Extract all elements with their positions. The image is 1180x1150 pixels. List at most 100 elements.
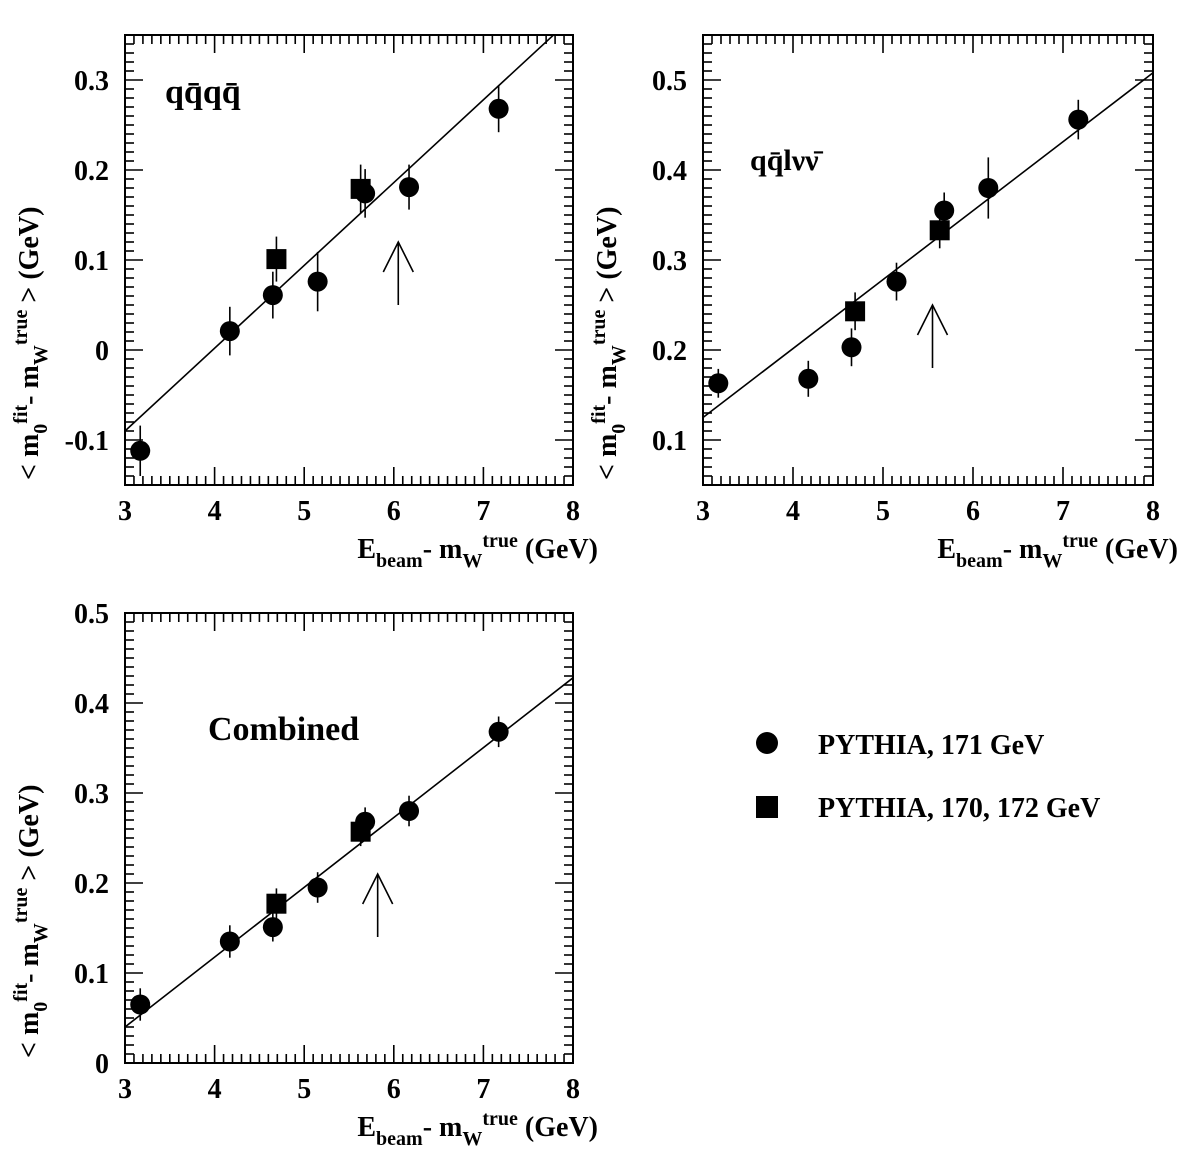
legend: PYTHIA, 171 GeV PYTHIA, 170, 172 GeV — [756, 730, 1100, 824]
y-tick-label: 0.3 — [652, 246, 687, 277]
panel-qqqq: 3 4 5 6 7 8-0.100.10.20.3 qq̄qq̄Ebeam- mWtrue … — [10, 34, 598, 572]
panel-label-char: q — [165, 74, 184, 111]
panel-label: Combined — [208, 711, 359, 748]
data-point-square — [929, 220, 950, 241]
x-axis-title-sub: W — [1042, 550, 1062, 572]
y-tick-label: 0 — [95, 1049, 109, 1080]
y-axis-title-sub: W — [608, 345, 630, 365]
data-point-circle — [934, 200, 955, 221]
arrow-head — [916, 303, 949, 336]
x-axis-title: Ebeam- mWtrue (GeV) — [357, 530, 598, 572]
x-axis-title-sup: true — [1062, 530, 1098, 552]
y-axis-title-part: - m — [14, 365, 45, 405]
x-axis-title: Ebeam- mWtrue (GeV) — [357, 1108, 598, 1150]
y-axis-title-part: < m — [14, 434, 45, 480]
x-axis-title-part: (GeV) — [518, 1112, 598, 1143]
y-axis-title-part: < m — [14, 1012, 45, 1058]
panel-label: qq̄lνν̄ — [750, 144, 824, 177]
x-tick-label: 3 — [118, 496, 132, 527]
y-tick-label: 0 — [95, 336, 109, 367]
x-tick-label: 4 — [208, 496, 222, 527]
data-point-circle — [488, 721, 509, 742]
x-tick-label: 6 — [387, 1074, 401, 1105]
data-point-circle — [798, 368, 819, 389]
data-point-circle — [708, 373, 729, 394]
y-tick-label: 0.4 — [652, 156, 687, 187]
data-point-circle — [978, 178, 999, 198]
y-axis-title-part: > (GeV) — [14, 207, 45, 310]
arrow-head — [361, 872, 394, 905]
x-tick-label: 4 — [786, 496, 800, 527]
panel-label-overchar2: q̄ — [222, 74, 241, 111]
y-tick-label: 0.1 — [74, 246, 109, 277]
x-tick-label: 3 — [696, 496, 710, 527]
y-axis-title-part: - m — [14, 943, 45, 983]
data-point-circle — [130, 440, 151, 461]
data-point-square — [845, 301, 866, 322]
y-axis-title: < m0fit- mWtrue > (GeV) — [10, 785, 52, 1058]
y-tick-label: 0.5 — [652, 66, 687, 97]
x-axis-title: Ebeam- mWtrue (GeV) — [937, 530, 1178, 572]
y-tick-label: 0.4 — [74, 689, 109, 720]
x-axis-title-sub: beam — [376, 1128, 423, 1150]
y-axis-title-sup: fit — [588, 405, 610, 424]
panel-label-overchar: q̄ — [184, 74, 203, 111]
data-point-circle — [488, 98, 509, 119]
data-point-circle — [886, 271, 907, 292]
y-tick-label: 0.2 — [74, 156, 109, 187]
data-point-circle — [307, 877, 328, 898]
y-axis-title: < m0fit- mWtrue > (GeV) — [588, 207, 630, 480]
panel-label: qq̄qq̄ — [165, 74, 241, 111]
x-tick-label: 7 — [476, 1074, 490, 1105]
y-axis-title-sub: 0 — [30, 1002, 52, 1012]
data-point-square — [350, 178, 371, 199]
y-axis-title-sub: 0 — [30, 424, 52, 434]
y-axis-title: < m0fit- mWtrue > (GeV) — [10, 207, 52, 480]
y-axis-title-part: > (GeV) — [14, 785, 45, 888]
x-axis-title-part: - m — [423, 534, 463, 565]
data-point-square — [266, 893, 287, 914]
data-point-circle — [219, 321, 240, 342]
x-axis-title-part: E — [937, 534, 956, 565]
x-axis-title-part: (GeV) — [518, 534, 598, 565]
plot-frame — [124, 612, 574, 1064]
y-tick-label: 0.2 — [652, 336, 687, 367]
x-axis-title-part: (GeV) — [1098, 534, 1178, 565]
legend-square-marker — [756, 796, 778, 818]
panel-qqlnu: 3 4 5 6 7 80.10.20.30.40.5qq̄lνν̄Ebeam- mWtru… — [588, 34, 1178, 572]
y-axis-title-sub: W — [30, 923, 52, 943]
x-tick-label: 6 — [966, 496, 980, 527]
y-axis-title-sup: true — [588, 310, 610, 346]
data-point-circle — [841, 337, 862, 358]
x-tick-label: 6 — [387, 496, 401, 527]
x-tick-label: 8 — [566, 1074, 580, 1105]
data-point-square — [266, 249, 287, 270]
x-axis-title-sub: W — [462, 550, 482, 572]
x-axis-title-sub: beam — [376, 550, 423, 572]
panel-label-overchar2: ν̄ — [804, 144, 823, 177]
y-axis-title-part: < m — [592, 434, 623, 480]
panel-label-overchar: q̄ — [767, 144, 784, 177]
x-axis-title-sup: true — [482, 1108, 518, 1130]
x-tick-label: 4 — [208, 1074, 222, 1105]
panel-label-char: q — [750, 144, 767, 177]
data-point-circle — [130, 994, 151, 1015]
y-axis-title-sup: fit — [10, 405, 32, 424]
y-tick-label: 0.5 — [74, 599, 109, 630]
data-point-circle — [307, 271, 328, 292]
data-point-circle — [399, 177, 420, 198]
y-tick-label: 0.3 — [74, 779, 109, 810]
y-axis-title-sup: fit — [10, 983, 32, 1002]
legend-label-170-172: PYTHIA, 170, 172 GeV — [818, 793, 1100, 824]
x-axis-title-part: E — [357, 1112, 376, 1143]
panel-label-part2: q — [203, 74, 222, 111]
data-point-circle — [399, 801, 420, 821]
data-point-circle — [262, 917, 283, 938]
legend-circle-marker — [756, 732, 778, 754]
panel-label-part2: lν — [783, 144, 805, 177]
x-tick-label: 7 — [1056, 496, 1070, 527]
y-axis-title-sub: W — [30, 345, 52, 365]
x-tick-label: 3 — [118, 1074, 132, 1105]
